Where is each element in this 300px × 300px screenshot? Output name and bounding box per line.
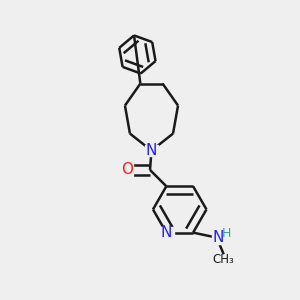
Text: CH₃: CH₃ [213, 253, 235, 266]
Text: N: N [213, 230, 224, 245]
Text: H: H [222, 227, 231, 240]
Text: N: N [146, 143, 157, 158]
Bar [145, 145, 158, 156]
Bar [121, 164, 133, 175]
Bar [212, 232, 224, 244]
Bar [159, 227, 174, 239]
Text: N: N [161, 225, 172, 240]
Text: O: O [121, 162, 133, 177]
